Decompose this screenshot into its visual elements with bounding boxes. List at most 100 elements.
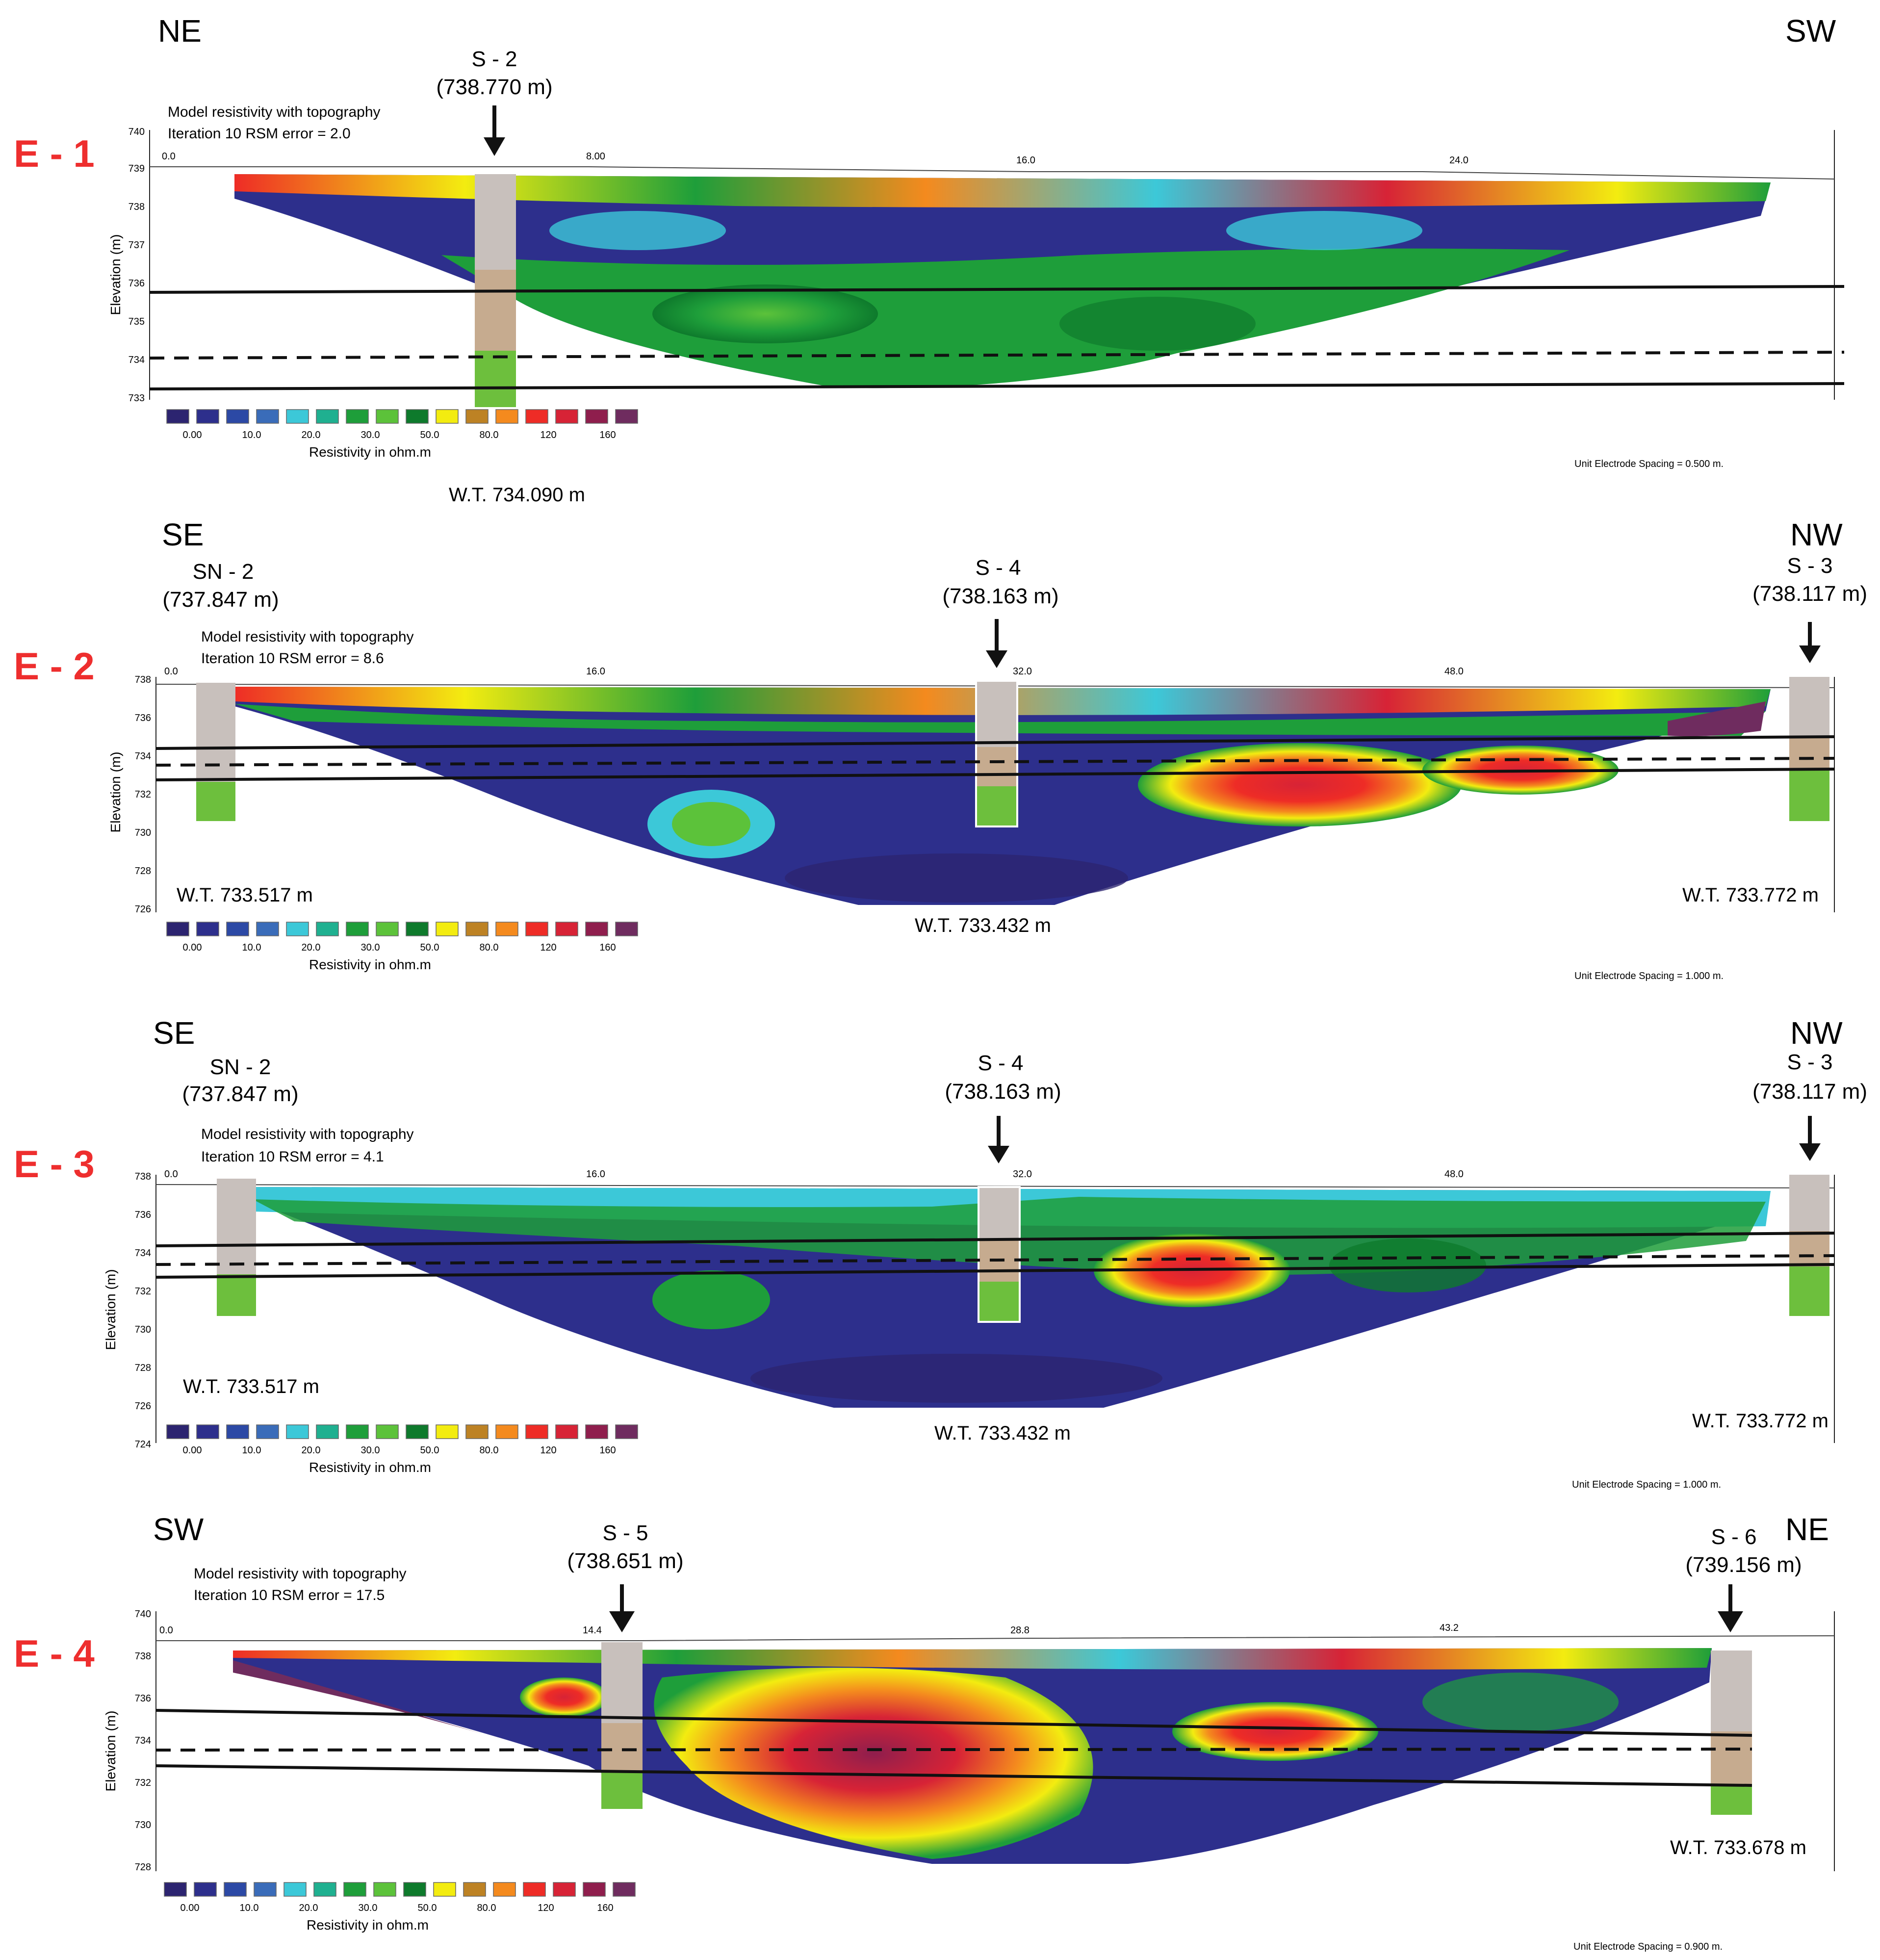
well-elevation: (737.847 m) — [182, 1082, 298, 1106]
legend-tick: 30.0 — [361, 430, 380, 440]
panel-e3: E - 3 SE NW SN - 2 (737.847 m) S - 4 (73… — [14, 1015, 1867, 1490]
svg-text:32.0: 32.0 — [1013, 1169, 1032, 1180]
well-elevation: (739.156 m) — [1685, 1553, 1802, 1577]
legend-tick: 80.0 — [477, 1903, 496, 1913]
well-name: SN - 2 — [210, 1055, 271, 1079]
legend-tick: 120 — [538, 1903, 554, 1913]
y-ticks: 740 738 736 734 732 730 728 — [135, 1609, 151, 1873]
svg-text:736: 736 — [129, 278, 145, 289]
legend-swatch — [196, 1424, 219, 1439]
well-elevation: (738.651 m) — [567, 1549, 683, 1573]
legend-swatch — [346, 1424, 369, 1439]
svg-text:0.0: 0.0 — [159, 1625, 173, 1636]
well-name: S - 2 — [472, 47, 517, 71]
legend-swatch — [166, 922, 189, 936]
legend-tick: 30.0 — [359, 1903, 378, 1913]
legend-swatch — [164, 1882, 187, 1897]
legend-tick: 30.0 — [361, 942, 380, 953]
x-ticks: 0.0 8.00 16.0 24.0 — [162, 151, 1468, 166]
legend-tick: 50.0 — [420, 430, 439, 440]
orientation-left: SE — [153, 1015, 195, 1051]
y-axis-label: Elevation (m) — [108, 234, 123, 315]
svg-text:736: 736 — [135, 713, 151, 723]
legend-swatch — [585, 1424, 608, 1439]
legend-swatch — [436, 1424, 459, 1439]
svg-text:48.0: 48.0 — [1444, 1169, 1464, 1180]
water-table-label: W.T. 733.432 m — [934, 1422, 1071, 1444]
y-ticks: 738 736 734 732 730 728 726 — [135, 674, 151, 915]
y-axis-label: Elevation (m) — [103, 1269, 118, 1350]
legend-tick: 0.00 — [183, 430, 202, 440]
svg-text:48.0: 48.0 — [1444, 666, 1464, 677]
legend-tick: 20.0 — [302, 942, 321, 953]
legend-tick: 160 — [599, 1445, 616, 1456]
model-title: Model resistivity with topography — [201, 1126, 414, 1142]
well-name: S - 4 — [976, 556, 1021, 580]
legend-swatch — [525, 1424, 548, 1439]
model-title: Model resistivity with topography — [194, 1566, 407, 1582]
well-name: SN - 2 — [193, 560, 254, 584]
orientation-left: SE — [162, 517, 204, 552]
legend-swatch — [256, 1424, 279, 1439]
svg-text:32.0: 32.0 — [1013, 666, 1032, 677]
panel-label: E - 3 — [14, 1142, 95, 1186]
legend-swatch — [316, 922, 339, 936]
water-table-label: W.T. 733.432 m — [915, 915, 1051, 936]
legend-tick: 20.0 — [299, 1903, 318, 1913]
legend-tick: 10.0 — [242, 1445, 261, 1456]
svg-text:732: 732 — [135, 789, 151, 800]
x-ticks: 0.0 16.0 32.0 48.0 — [164, 1169, 1464, 1180]
legend-title: Resistivity in ohm.m — [309, 444, 431, 460]
svg-text:730: 730 — [135, 1820, 151, 1831]
y-axis-label: Elevation (m) — [103, 1711, 118, 1792]
orientation-right: NW — [1790, 517, 1843, 552]
legend-swatch — [555, 1424, 578, 1439]
legends: 0.00 10.0 20.0 30.0 50.0 80.0 120 160 Resistivit… — [164, 409, 638, 1933]
arrow-down-icon — [988, 1116, 1009, 1163]
panel-label: E - 2 — [14, 645, 95, 688]
legend-swatch — [465, 1424, 489, 1439]
legend-swatch — [166, 409, 189, 424]
legend-tick: 10.0 — [240, 1903, 259, 1913]
legend-swatch — [613, 1882, 636, 1897]
electrode-spacing: Unit Electrode Spacing = 0.900 m. — [1573, 1941, 1723, 1952]
svg-text:726: 726 — [135, 1401, 151, 1412]
legend-tick: 10.0 — [242, 942, 261, 953]
color-scale-legend: 0.00 10.0 20.0 30.0 50.0 80.0 120 160 Resistivit… — [166, 409, 638, 460]
legend-swatch — [254, 1882, 277, 1897]
legend-swatch — [555, 922, 578, 936]
svg-text:728: 728 — [135, 866, 151, 877]
arrow-down-icon — [1799, 622, 1821, 663]
legend-swatch — [376, 409, 399, 424]
svg-text:14.4: 14.4 — [583, 1625, 602, 1636]
svg-text:740: 740 — [129, 127, 145, 137]
panel-e2: E - 2 SE NW SN - 2 (737.847 m) S - 4 (73… — [14, 517, 1867, 981]
legend-tick: 0.00 — [180, 1903, 200, 1913]
svg-text:738: 738 — [135, 1651, 151, 1662]
iteration-text: Iteration 10 RSM error = 8.6 — [201, 650, 384, 667]
color-scale-legend: 0.00 10.0 20.0 30.0 50.0 80.0 120 160 Resistivit… — [164, 1882, 636, 1933]
legend-swatch — [373, 1882, 396, 1897]
legend-tick: 160 — [599, 430, 616, 440]
y-axis-label: Elevation (m) — [108, 752, 123, 833]
well-elevation: (738.117 m) — [1752, 1080, 1867, 1104]
legend-swatch — [436, 409, 459, 424]
svg-text:732: 732 — [135, 1286, 151, 1297]
well-name: S - 4 — [978, 1051, 1024, 1075]
legend-swatch — [313, 1882, 336, 1897]
legend-swatch — [553, 1882, 576, 1897]
svg-text:738: 738 — [135, 1171, 151, 1182]
legend-swatch — [465, 922, 489, 936]
legend-tick: 80.0 — [480, 430, 499, 440]
orientation-right: NW — [1790, 1015, 1843, 1051]
well-name: S - 5 — [603, 1521, 648, 1545]
legend-swatch — [436, 922, 459, 936]
svg-text:739: 739 — [129, 163, 145, 174]
legend-swatch — [226, 1424, 249, 1439]
orientation-left: NE — [158, 13, 202, 49]
svg-text:733: 733 — [129, 393, 145, 404]
svg-text:16.0: 16.0 — [586, 1169, 605, 1180]
water-table-label: W.T. 733.517 m — [177, 884, 313, 906]
legend-swatch — [376, 922, 399, 936]
